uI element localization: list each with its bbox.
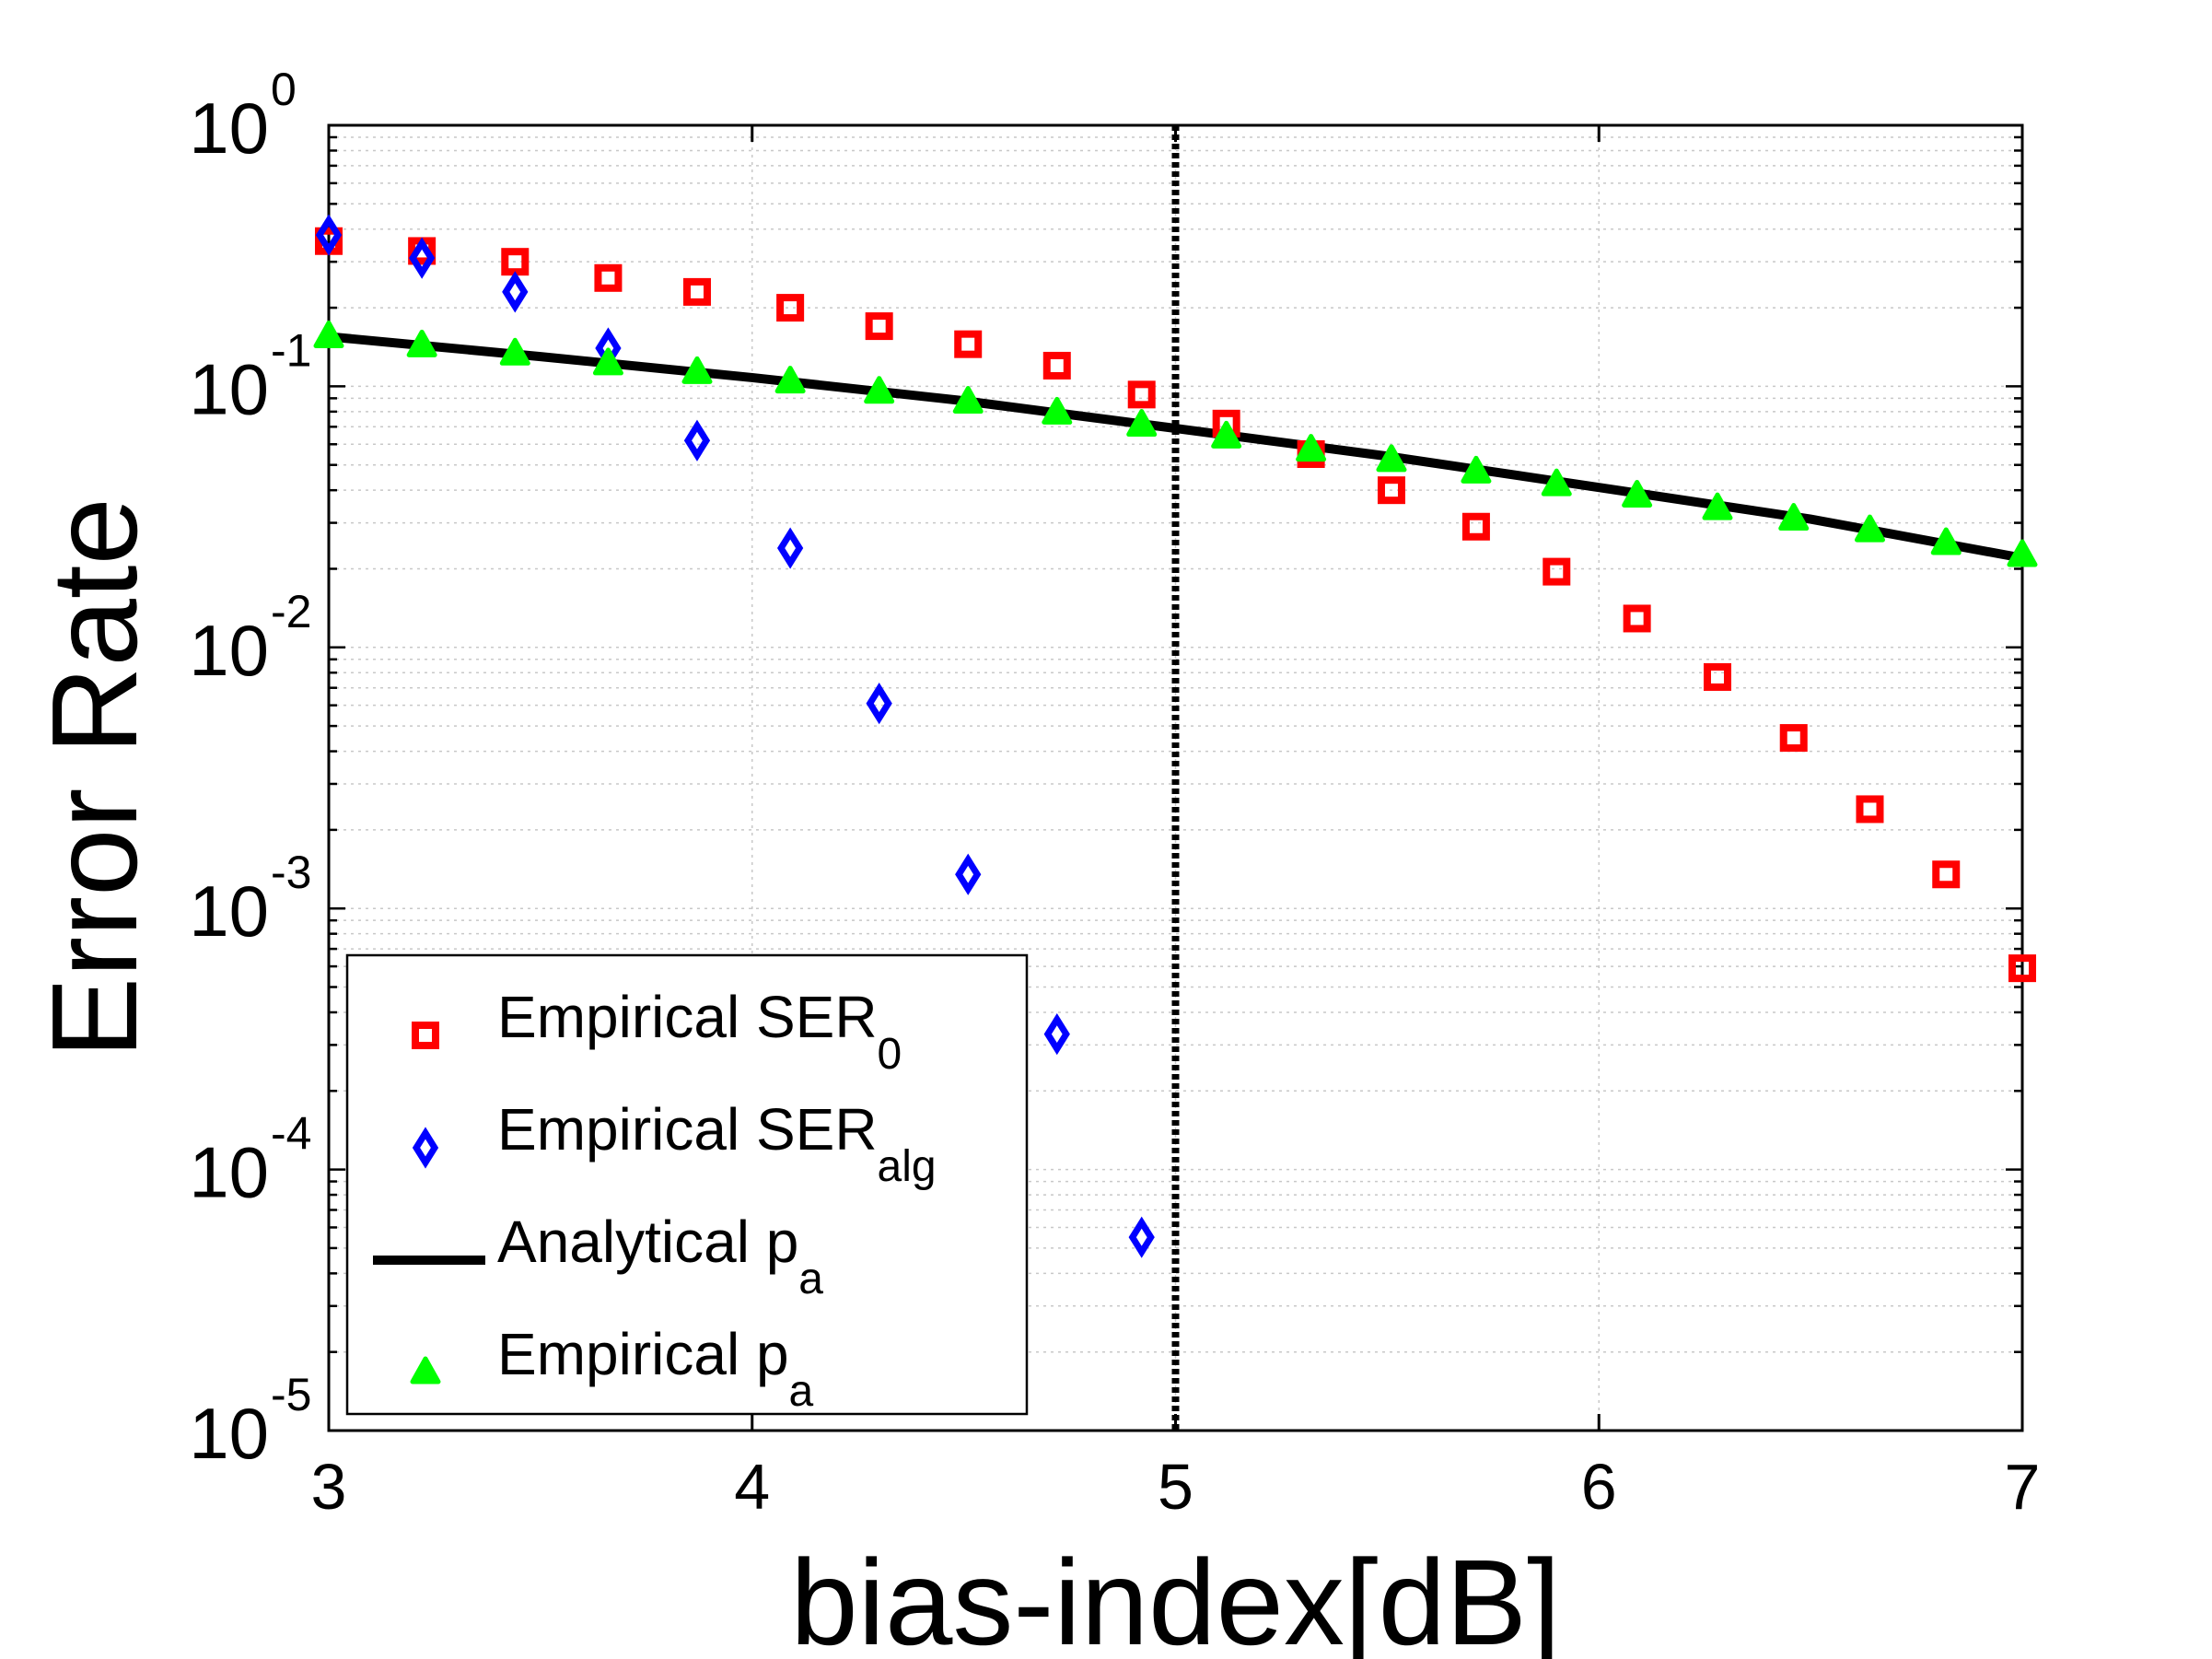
- y-tick-label-exponent: 0: [271, 64, 297, 115]
- x-axis-label: bias-index[dB]: [790, 1535, 1560, 1659]
- y-tick-label-exponent: -4: [271, 1108, 311, 1160]
- y-tick-label-base: 10: [189, 1132, 269, 1213]
- y-tick-label-base: 10: [189, 610, 269, 691]
- y-tick-label-exponent: -2: [271, 586, 311, 637]
- x-tick-label: 7: [2005, 1451, 2041, 1523]
- y-tick-label-base: 10: [189, 88, 269, 169]
- legend-label-subscript: alg: [878, 1142, 937, 1191]
- y-tick-label-exponent: -1: [271, 324, 311, 376]
- x-tick-label: 4: [734, 1451, 770, 1523]
- y-tick-label-base: 10: [189, 1393, 269, 1474]
- legend-label-subscript: a: [798, 1255, 823, 1303]
- y-tick-label-exponent: -3: [271, 847, 311, 898]
- x-tick-label: 6: [1581, 1451, 1617, 1523]
- y-tick-label-exponent: -5: [271, 1369, 311, 1420]
- x-tick-label: 3: [311, 1451, 347, 1523]
- legend-label-subscript: a: [789, 1367, 814, 1416]
- legend-label-subscript: 0: [878, 1030, 902, 1079]
- y-tick-label-base: 10: [189, 348, 269, 429]
- y-tick-label-base: 10: [189, 870, 269, 952]
- error-rate-chart: 3 4 5 6 710010-110-210-310-410-5 bias-index[…: [0, 0, 2212, 1659]
- y-axis-label: Error Rate: [27, 497, 162, 1058]
- x-tick-label: 5: [1158, 1451, 1193, 1523]
